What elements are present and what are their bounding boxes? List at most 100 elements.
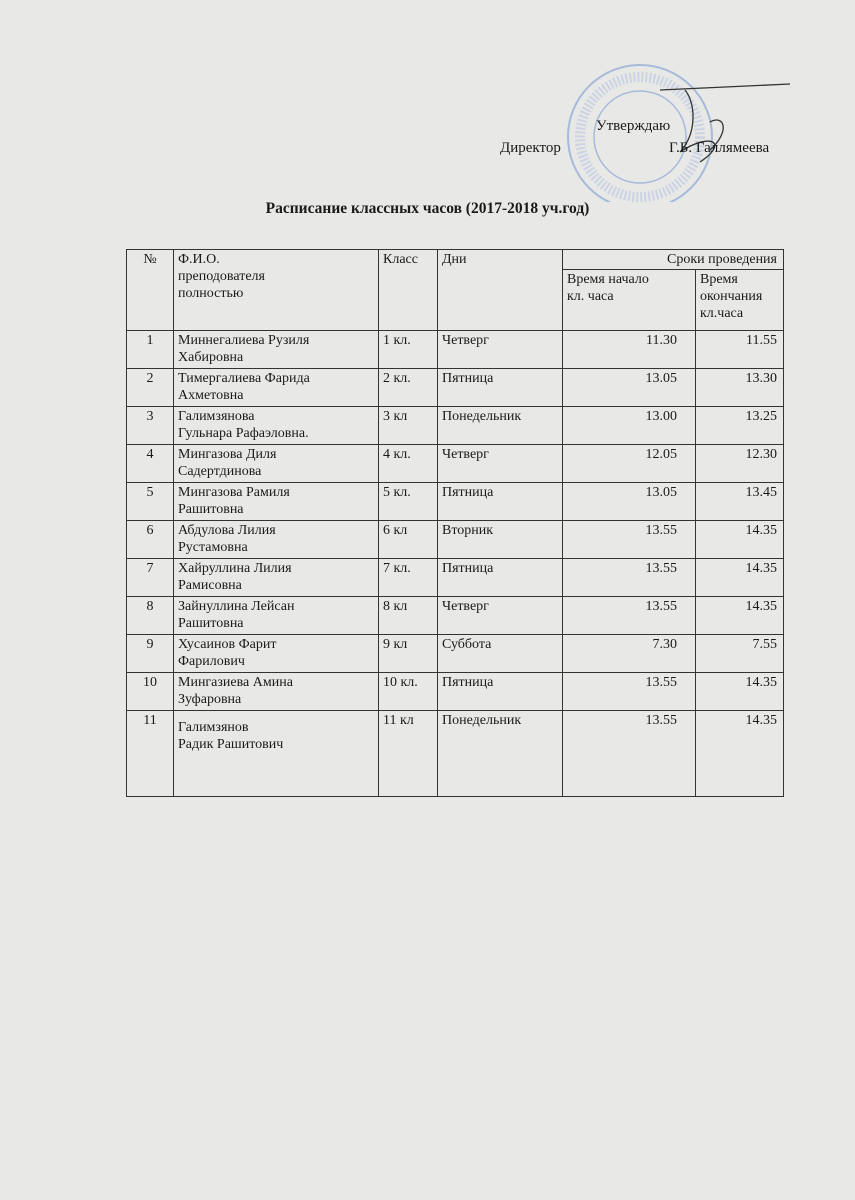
cell-class: 2 кл. (378, 368, 438, 407)
cell-end: 14.35 (695, 672, 784, 711)
schedule-table: № Ф.И.О. преподователя полностью Класс Дни… (126, 249, 784, 797)
table-row: 8 Зайнуллина Лейсан Рашитовна 8 кл Четвер… (126, 596, 784, 635)
cell-class: 4 кл. (378, 444, 438, 483)
cell-day: Четверг (437, 596, 563, 635)
cell-num: 5 (126, 482, 174, 521)
director-label: Директор (500, 140, 561, 156)
cell-day: Понедельник (437, 710, 563, 797)
name-line: Мингазиева Амина (178, 675, 293, 690)
cell-start: 7.30 (562, 634, 696, 673)
name-line: Рашитовна (178, 616, 244, 631)
cell-end: 13.45 (695, 482, 784, 521)
cell-name: Мингазиева Амина Зуфаровна (173, 672, 379, 711)
table-row: 5 Мингазова Рамиля Рашитовна 5 кл. Пятниц… (126, 482, 784, 521)
name-line: Хабировна (178, 350, 244, 365)
name-line: Фарилович (178, 654, 245, 669)
cell-name: Хусаинов Фарит Фарилович (173, 634, 379, 673)
cell-day: Пятница (437, 558, 563, 597)
name-line: Радик Рашитович (178, 737, 284, 752)
header-fio-line: полностью (178, 286, 244, 301)
header-start: Время начало кл. часа (562, 269, 696, 331)
header-period: Сроки проведения (562, 249, 784, 270)
cell-start: 13.55 (562, 558, 696, 597)
cell-day: Четверг (437, 330, 563, 369)
page-title: Расписание классных часов (2017-2018 уч.… (265, 200, 590, 217)
header-fio-line: преподователя (178, 269, 265, 284)
cell-end: 13.30 (695, 368, 784, 407)
cell-end: 14.35 (695, 596, 784, 635)
table-row: 6 Абдулова Лилия Рустамовна 6 кл Вторник … (126, 520, 784, 559)
cell-start: 13.05 (562, 482, 696, 521)
table-row: 7 Хайруллина Лилия Рамисовна 7 кл. Пятниц… (126, 558, 784, 597)
cell-num: 2 (126, 368, 174, 407)
header-end-line: Время (700, 272, 738, 287)
cell-name: Абдулова Лилия Рустамовна (173, 520, 379, 559)
cell-name: Галимзянов Радик Рашитович (173, 710, 379, 797)
cell-end: 14.35 (695, 558, 784, 597)
cell-day: Понедельник (437, 406, 563, 445)
header-days: Дни (437, 249, 563, 331)
cell-end: 7.55 (695, 634, 784, 673)
signature (659, 83, 791, 163)
name-line: Галимзянова (178, 409, 255, 424)
cell-name: Тимергалиева Фарида Ахметовна (173, 368, 379, 407)
cell-class: 9 кл (378, 634, 438, 673)
cell-end: 11.55 (695, 330, 784, 369)
cell-start: 11.30 (562, 330, 696, 369)
cell-start: 13.55 (562, 672, 696, 711)
cell-num: 8 (126, 596, 174, 635)
official-stamp (567, 64, 791, 202)
cell-start: 13.00 (562, 406, 696, 445)
cell-class: 11 кл (378, 710, 438, 797)
cell-name: Мингазова Рамиля Рашитовна (173, 482, 379, 521)
header-start-line: Время начало (567, 272, 649, 287)
header-end-line: кл.часа (700, 306, 744, 321)
cell-num: 7 (126, 558, 174, 597)
cell-start: 13.55 (562, 710, 696, 797)
name-line: Галимзянов (178, 720, 249, 735)
cell-num: 1 (126, 330, 174, 369)
cell-start: 12.05 (562, 444, 696, 483)
table-row: 11 Галимзянов Радик Рашитович 11 кл Понед… (126, 710, 784, 797)
header-class: Класс (378, 249, 438, 331)
cell-end: 14.35 (695, 520, 784, 559)
cell-class: 6 кл (378, 520, 438, 559)
table-subheader-row: Время начало кл. часа Время окончания кл.ча… (127, 269, 784, 331)
cell-day: Вторник (437, 520, 563, 559)
name-line: Мингазова Диля (178, 447, 277, 462)
cell-num: 11 (126, 710, 174, 797)
cell-day: Четверг (437, 444, 563, 483)
header-fio: Ф.И.О. преподователя полностью (173, 249, 379, 331)
name-line: Миннегалиева Рузиля (178, 333, 310, 348)
cell-num: 4 (126, 444, 174, 483)
header-end: Время окончания кл.часа (695, 269, 784, 331)
table-row: 10 Мингазиева Амина Зуфаровна 10 кл. Пятн… (126, 672, 784, 711)
header-start-line: кл. часа (567, 289, 614, 304)
header-num: № (126, 249, 174, 331)
cell-class: 7 кл. (378, 558, 438, 597)
table-header-row: № Ф.И.О. преподователя полностью Класс Дни… (126, 249, 784, 331)
name-line: Рашитовна (178, 502, 244, 517)
cell-end: 12.30 (695, 444, 784, 483)
cell-num: 10 (126, 672, 174, 711)
header-end-line: окончания (700, 289, 763, 304)
cell-class: 8 кл (378, 596, 438, 635)
table-row: 2 Тимергалиева Фарида Ахметовна 2 кл. Пят… (126, 368, 784, 407)
cell-class: 5 кл. (378, 482, 438, 521)
table-row: 4 Мингазова Диля Садертдинова 4 кл. Четве… (126, 444, 784, 483)
cell-day: Суббота (437, 634, 563, 673)
cell-day: Пятница (437, 368, 563, 407)
cell-start: 13.55 (562, 596, 696, 635)
name-line: Хусаинов Фарит (178, 637, 277, 652)
cell-end: 13.25 (695, 406, 784, 445)
cell-day: Пятница (437, 672, 563, 711)
name-line: Тимергалиева Фарида (178, 371, 310, 386)
cell-name: Зайнуллина Лейсан Рашитовна (173, 596, 379, 635)
cell-name: Галимзянова Гульнара Рафаэловна. (173, 406, 379, 445)
name-line: Рамисовна (178, 578, 242, 593)
cell-class: 1 кл. (378, 330, 438, 369)
cell-class: 10 кл. (378, 672, 438, 711)
cell-start: 13.55 (562, 520, 696, 559)
cell-num: 3 (126, 406, 174, 445)
name-line: Абдулова Лилия (178, 523, 276, 538)
